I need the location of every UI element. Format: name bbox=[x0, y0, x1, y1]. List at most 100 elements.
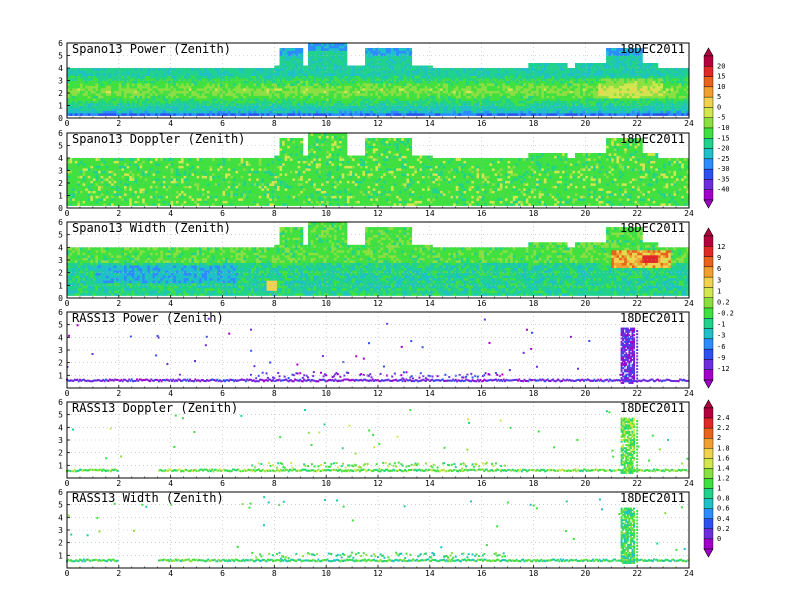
heatmap-cell bbox=[90, 68, 94, 71]
heatmap-cell bbox=[87, 80, 91, 84]
heatmap-cell bbox=[642, 90, 646, 94]
heatmap-cell bbox=[305, 83, 309, 86]
heatmap-cell bbox=[580, 70, 584, 74]
heatmap-cell bbox=[507, 105, 511, 109]
heatmap-cell bbox=[315, 88, 319, 91]
heatmap-cell bbox=[357, 70, 361, 74]
heatmap-cell bbox=[219, 83, 223, 86]
heatmap-cell bbox=[235, 103, 239, 106]
heatmap-cell bbox=[435, 68, 439, 71]
heatmap-cell bbox=[567, 93, 571, 96]
heatmap-cell bbox=[339, 93, 343, 96]
heatmap-cell bbox=[657, 73, 661, 76]
heatmap-cell bbox=[297, 63, 301, 66]
heatmap-cell bbox=[333, 100, 337, 104]
heatmap-cell bbox=[209, 80, 213, 84]
heatmap-cell bbox=[668, 73, 672, 76]
heatmap-cell bbox=[652, 108, 656, 111]
heatmap-cell bbox=[541, 78, 545, 81]
heatmap-cell bbox=[460, 113, 464, 116]
heatmap-cell bbox=[315, 93, 319, 96]
heatmap-cell bbox=[227, 100, 231, 104]
heatmap-cell bbox=[665, 98, 669, 101]
heatmap-cell bbox=[217, 110, 221, 114]
heatmap-cell bbox=[98, 100, 102, 104]
heatmap-cell bbox=[398, 85, 402, 89]
heatmap-cell bbox=[411, 98, 415, 101]
heatmap-cell bbox=[629, 93, 633, 96]
heatmap-cell bbox=[295, 75, 299, 79]
heatmap-cell bbox=[380, 78, 384, 81]
heatmap-cell bbox=[445, 83, 449, 86]
heatmap-cell bbox=[546, 98, 550, 101]
heatmap-cell bbox=[559, 95, 563, 99]
heatmap-cell bbox=[639, 70, 643, 74]
heatmap-cell bbox=[380, 108, 384, 111]
heatmap-cell bbox=[655, 65, 659, 69]
heatmap-cell bbox=[365, 58, 369, 61]
heatmap-cell bbox=[406, 100, 410, 104]
heatmap-cell bbox=[401, 70, 405, 74]
heatmap-cell bbox=[515, 70, 519, 74]
heatmap-cell bbox=[116, 93, 120, 96]
heatmap-cell bbox=[655, 88, 659, 91]
heatmap-cell bbox=[593, 90, 597, 94]
heatmap-cell bbox=[103, 80, 107, 84]
heatmap-cell bbox=[261, 78, 265, 81]
heatmap-cell bbox=[124, 68, 128, 71]
heatmap-cell bbox=[504, 103, 508, 106]
heatmap-cell bbox=[245, 105, 249, 109]
heatmap-cell bbox=[323, 95, 327, 99]
heatmap-cell bbox=[564, 105, 568, 109]
heatmap-cell bbox=[375, 100, 379, 104]
heatmap-cell bbox=[663, 78, 667, 81]
heatmap-cell bbox=[414, 80, 418, 84]
heatmap-cell bbox=[398, 73, 402, 76]
heatmap-cell bbox=[471, 85, 475, 89]
heatmap-cell bbox=[222, 110, 226, 114]
heatmap-cell bbox=[266, 68, 270, 71]
heatmap-cell bbox=[305, 108, 309, 111]
heatmap-cell bbox=[188, 80, 192, 84]
heatmap-cell bbox=[479, 90, 483, 94]
heatmap-cell bbox=[354, 90, 358, 94]
heatmap-cell bbox=[362, 78, 366, 81]
heatmap-cell bbox=[634, 48, 638, 51]
heatmap-cell bbox=[587, 98, 591, 101]
heatmap-cell bbox=[331, 68, 335, 71]
heatmap-cell bbox=[74, 90, 78, 94]
heatmap-cell bbox=[258, 80, 262, 84]
heatmap-cell bbox=[476, 73, 480, 76]
heatmap-cell bbox=[212, 75, 216, 79]
heatmap-cell bbox=[116, 78, 120, 81]
heatmap-cell bbox=[279, 83, 283, 86]
heatmap-cell bbox=[385, 53, 389, 56]
heatmap-cell bbox=[621, 53, 625, 56]
heatmap-cell bbox=[517, 100, 521, 104]
heatmap-cell bbox=[401, 75, 405, 79]
heatmap-cell bbox=[175, 95, 179, 99]
heatmap-cell bbox=[147, 83, 151, 86]
heatmap-cell bbox=[155, 73, 159, 76]
heatmap-cell bbox=[629, 65, 633, 69]
heatmap-cell bbox=[447, 85, 451, 89]
heatmap-cell bbox=[240, 83, 244, 86]
heatmap-cell bbox=[201, 95, 205, 99]
heatmap-cell bbox=[191, 75, 195, 79]
heatmap-cell bbox=[173, 68, 177, 71]
heatmap-cell bbox=[315, 63, 319, 66]
heatmap-cell bbox=[388, 103, 392, 106]
heatmap-cell bbox=[639, 98, 643, 101]
heatmap-cell bbox=[126, 108, 130, 111]
heatmap-cell bbox=[175, 100, 179, 104]
heatmap-cell bbox=[401, 60, 405, 64]
heatmap-cell bbox=[626, 95, 630, 99]
heatmap-cell bbox=[580, 113, 584, 116]
heatmap-cell bbox=[204, 103, 208, 106]
heatmap-cell bbox=[302, 90, 306, 94]
heatmap-cell bbox=[447, 100, 451, 104]
heatmap-cell bbox=[621, 88, 625, 91]
heatmap-cell bbox=[331, 80, 335, 84]
heatmap-cell bbox=[178, 105, 182, 109]
heatmap-cell bbox=[385, 105, 389, 109]
